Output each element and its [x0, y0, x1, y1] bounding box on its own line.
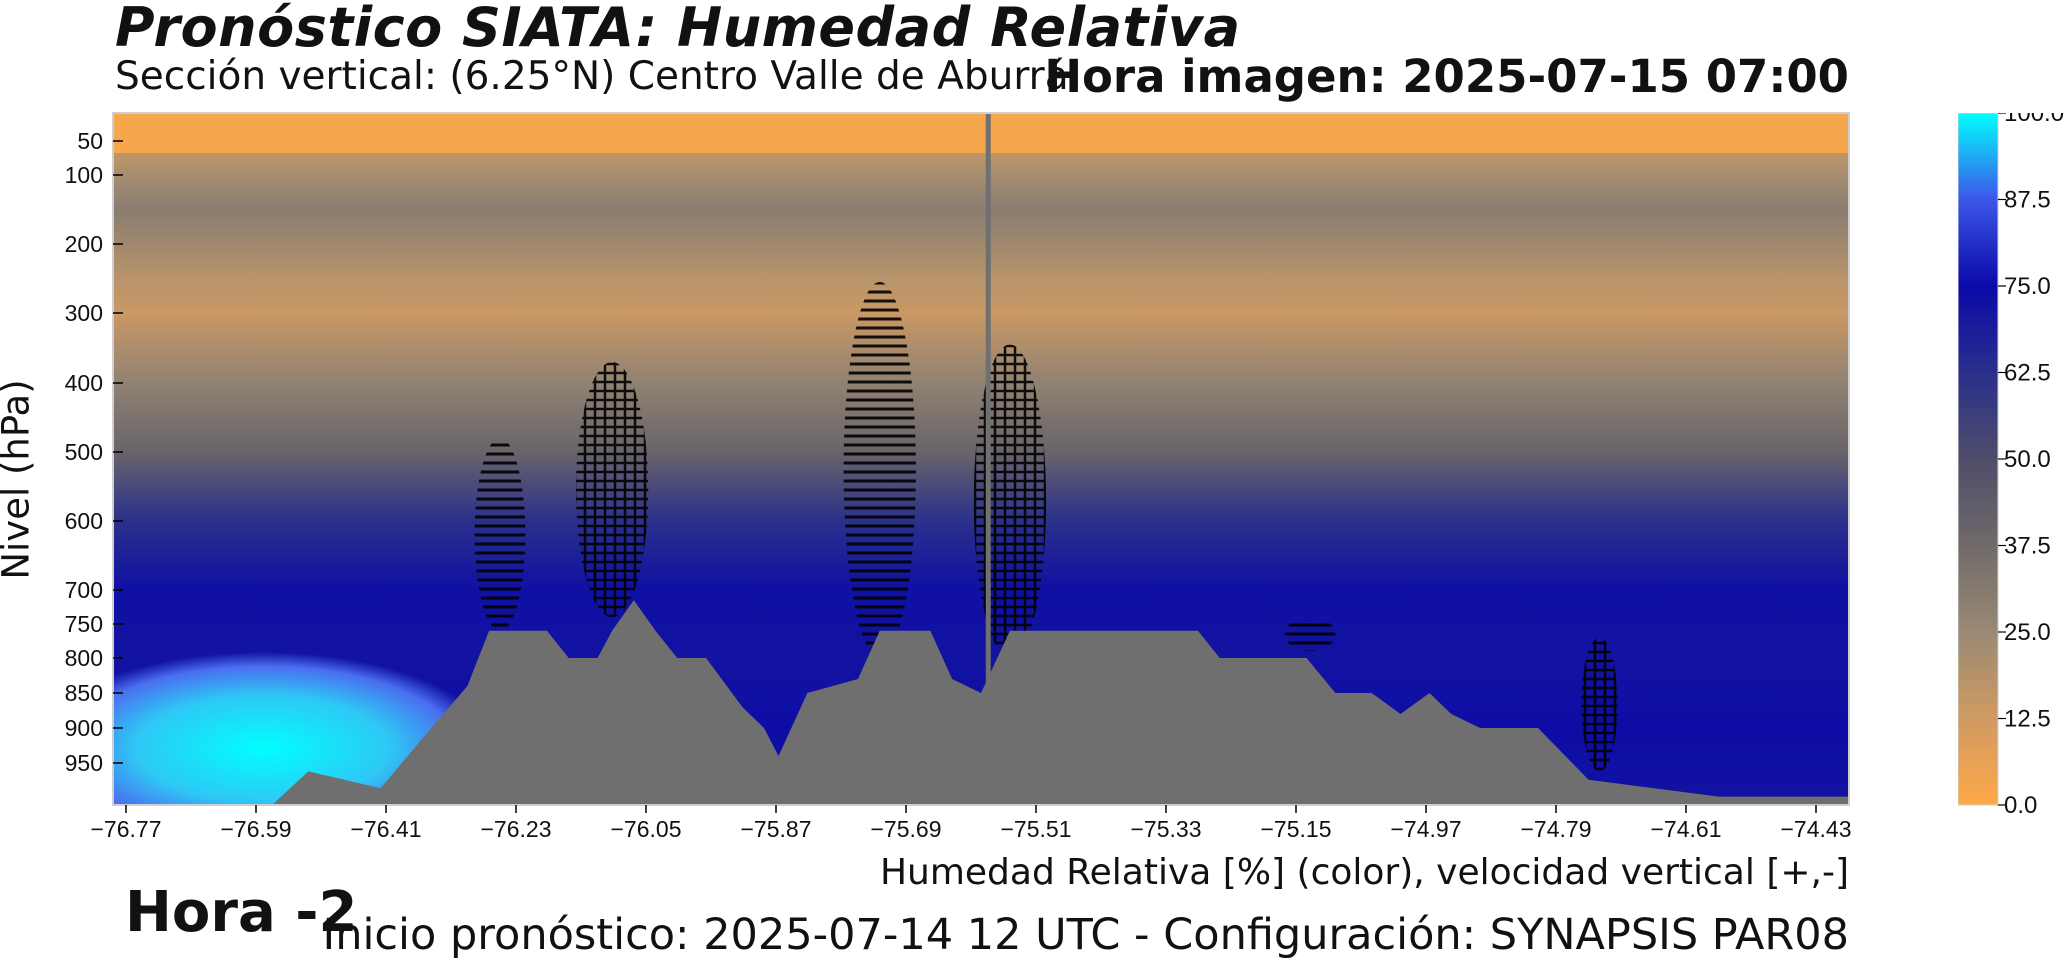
y-tick-label: 300 — [65, 300, 103, 326]
x-tick-label: −74.79 — [1521, 816, 1592, 842]
colorbar-tick-label: 0.0 — [2004, 792, 2037, 813]
plot-area — [113, 113, 1849, 805]
x-tick-label: −74.43 — [1781, 816, 1852, 842]
x-tick-label: −75.15 — [1261, 816, 1332, 842]
vertical-velocity-hatch-0 — [474, 438, 526, 631]
y-tick-label: 600 — [65, 508, 103, 534]
vertical-velocity-hatch-2 — [843, 281, 916, 658]
chart-subtitle: Sección vertical: (6.25°N) Centro Valle … — [115, 54, 1069, 99]
colorbar-ticks: 100.0 87.5 75.0 62.5 50.0 37.5 25.0 12.5 0.0 — [1998, 113, 2064, 813]
colorbar-tick-label: 37.5 — [2004, 533, 2051, 560]
y-tick-label: 50 — [77, 128, 103, 154]
y-tick-label: 800 — [65, 645, 103, 671]
x-tick-label: −74.97 — [1391, 816, 1462, 842]
colorbar-tick-label: 12.5 — [2004, 706, 2051, 733]
y-tick-label: 750 — [65, 611, 103, 637]
rh-dry-band — [113, 113, 1849, 153]
plot-frame — [112, 112, 1850, 806]
vertical-velocity-hatch-3 — [973, 344, 1047, 658]
colorbar-tick-label: 25.0 — [2004, 619, 2051, 646]
y-tick-label: 700 — [65, 577, 103, 603]
y-tick-label: 200 — [65, 231, 103, 257]
y-tick-label: 400 — [65, 370, 103, 396]
x-tick-label: −76.23 — [481, 816, 552, 842]
x-tick-label: −75.33 — [1131, 816, 1202, 842]
x-axis-label: Humedad Relativa [%] (color), velocidad … — [879, 852, 1849, 893]
x-tick-label: −75.87 — [741, 816, 812, 842]
y-tick-label: 900 — [65, 715, 103, 741]
y-axis: 50 100 200 300 400 500 600 700 750 800 850 900 950 — [65, 128, 123, 776]
x-tick-label: −75.69 — [871, 816, 942, 842]
y-tick-label: 850 — [65, 680, 103, 706]
colorbar-tick-label: 62.5 — [2004, 360, 2051, 387]
colorbar-tick-label: 87.5 — [2004, 187, 2051, 214]
vertical-velocity-hatch-1 — [575, 362, 649, 618]
y-tick-label: 500 — [65, 439, 103, 465]
x-tick-label: −75.51 — [1001, 816, 1072, 842]
x-tick-label: −76.59 — [221, 816, 292, 842]
y-tick-label: 100 — [65, 162, 103, 188]
rh-saturated-zone — [113, 652, 493, 805]
forecast-info-footer: Inicio pronóstico: 2025-07-14 12 UTC - C… — [322, 910, 1849, 960]
colorbar-tick-label: 50.0 — [2004, 446, 2051, 473]
vertical-velocity-hatch-4 — [1284, 617, 1336, 652]
y-tick-label: 950 — [65, 750, 103, 776]
colorbar-tick-label: 100.0 — [2004, 113, 2064, 127]
chart-title: Pronóstico SIATA: Humedad Relativa — [115, 0, 1241, 59]
x-tick-label: −74.61 — [1651, 816, 1722, 842]
colorbar: 100.0 87.5 75.0 62.5 50.0 37.5 25.0 12.5 0.0 — [1958, 113, 2064, 813]
colorbar-gradient — [1958, 113, 1999, 806]
vertical-velocity-hatch-5 — [1581, 637, 1618, 772]
image-time-label: Hora imagen: 2025-07-15 07:00 — [1044, 50, 1849, 103]
x-tick-label: −76.41 — [351, 816, 422, 842]
x-tick-label: −76.05 — [611, 816, 682, 842]
x-tick-label: −76.77 — [91, 816, 162, 842]
y-axis-label: Nivel (hPa) — [0, 379, 38, 580]
x-axis: −76.77 −76.59 −76.41 −76.23 −76.05 −75.87 −75.… — [91, 805, 1852, 842]
terrain-silhouette — [113, 600, 1849, 805]
relative-hour-label: Hora -2 — [125, 880, 358, 945]
colorbar-tick-label: 75.0 — [2004, 273, 2051, 300]
